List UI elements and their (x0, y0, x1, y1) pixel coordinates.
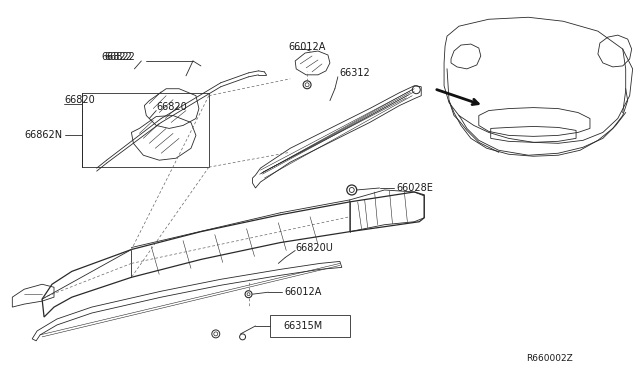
Text: 66822: 66822 (102, 52, 132, 62)
Text: 66315M: 66315M (284, 321, 323, 331)
Text: 66820: 66820 (156, 102, 187, 112)
Text: R660002Z: R660002Z (526, 354, 573, 363)
Text: 66820U: 66820U (295, 243, 333, 253)
Text: 66012A: 66012A (288, 42, 326, 52)
Text: 66312: 66312 (340, 68, 371, 78)
Text: 66028E: 66028E (396, 183, 433, 193)
Text: 66822: 66822 (104, 52, 136, 62)
Bar (82, 93, 209, 167)
Text: 66012A: 66012A (284, 287, 322, 297)
Bar (270, 315, 350, 337)
Text: 66862N: 66862N (24, 130, 62, 140)
Text: 66820: 66820 (64, 94, 95, 105)
